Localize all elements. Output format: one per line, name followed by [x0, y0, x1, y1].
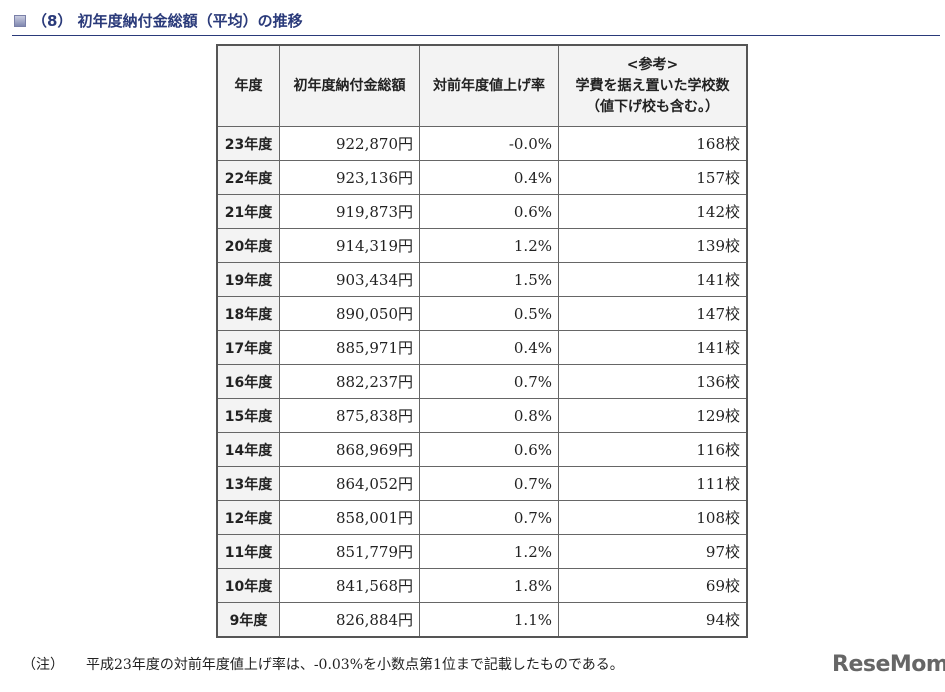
- table-row: 13年度 864,052円 0.7% 111校: [216, 466, 748, 501]
- row-header: 12年度: [216, 500, 280, 535]
- cell: 111校: [558, 466, 748, 501]
- column-header: 年度: [216, 44, 280, 127]
- cell: 0.4%: [419, 160, 559, 195]
- cell: 147校: [558, 296, 748, 331]
- header-row: 年度 初年度納付金総額 対前年度値上げ率 <参考> 学費を据え置いた学校数 （値下げ校も含…: [216, 44, 748, 127]
- table-row: 11年度 851,779円 1.2% 97校: [216, 534, 748, 569]
- cell: 885,971円: [279, 330, 420, 365]
- table-row: 17年度 885,971円 0.4% 141校: [216, 330, 748, 365]
- cell: 116校: [558, 432, 748, 467]
- cell: 0.5%: [419, 296, 559, 331]
- row-header: 16年度: [216, 364, 280, 399]
- table-row: 19年度 903,434円 1.5% 141校: [216, 262, 748, 297]
- table-body: 23年度 922,870円 -0.0% 168校 22年度 923,136円 0.4% 157…: [216, 126, 748, 638]
- table-row: 15年度 875,838円 0.8% 129校: [216, 398, 748, 433]
- cell: 1.1%: [419, 602, 559, 638]
- table-row: 16年度 882,237円 0.7% 136校: [216, 364, 748, 399]
- cell: 108校: [558, 500, 748, 535]
- note-label: （注）: [22, 657, 64, 673]
- cell: -0.0%: [419, 126, 559, 161]
- row-header: 10年度: [216, 568, 280, 603]
- column-header: 対前年度値上げ率: [419, 44, 559, 127]
- header-line: （値下げ校も含む。）: [586, 98, 719, 115]
- cell: 875,838円: [279, 398, 420, 433]
- column-header: 初年度納付金総額: [279, 44, 420, 127]
- cell: 141校: [558, 330, 748, 365]
- table-row: 18年度 890,050円 0.5% 147校: [216, 296, 748, 331]
- row-header: 20年度: [216, 228, 280, 263]
- cell: 0.4%: [419, 330, 559, 365]
- cell: 1.8%: [419, 568, 559, 603]
- column-header: <参考> 学費を据え置いた学校数 （値下げ校も含む。）: [558, 44, 748, 127]
- cell: 97校: [558, 534, 748, 569]
- row-header: 11年度: [216, 534, 280, 569]
- title-text: （8） 初年度納付金総額（平均）の推移: [32, 12, 303, 30]
- cell: 1.2%: [419, 534, 559, 569]
- row-header: 18年度: [216, 296, 280, 331]
- data-table: 年度 初年度納付金総額 対前年度値上げ率 <参考> 学費を据え置いた学校数 （値下げ校も含…: [216, 44, 748, 638]
- row-header: 17年度: [216, 330, 280, 365]
- cell: 868,969円: [279, 432, 420, 467]
- cell: 864,052円: [279, 466, 420, 501]
- header-line: 学費を据え置いた学校数: [575, 77, 730, 94]
- row-header: 21年度: [216, 194, 280, 229]
- cell: 922,870円: [279, 126, 420, 161]
- cell: 142校: [558, 194, 748, 229]
- cell: 129校: [558, 398, 748, 433]
- cell: 168校: [558, 126, 748, 161]
- row-header: 22年度: [216, 160, 280, 195]
- title-icon: [14, 15, 26, 27]
- cell: 851,779円: [279, 534, 420, 569]
- row-header: 13年度: [216, 466, 280, 501]
- note-text: 平成23年度の対前年度値上げ率は、-0.03%を小数点第1位まで記載したものであ…: [86, 657, 624, 673]
- title: （8） 初年度納付金総額（平均）の推移: [14, 10, 303, 31]
- cell: 0.7%: [419, 500, 559, 535]
- table-row: 20年度 914,319円 1.2% 139校: [216, 228, 748, 263]
- table-row: 12年度 858,001円 0.7% 108校: [216, 500, 748, 535]
- row-header: 15年度: [216, 398, 280, 433]
- cell: 0.8%: [419, 398, 559, 433]
- header-line: <参考>: [626, 56, 679, 73]
- cell: 914,319円: [279, 228, 420, 263]
- cell: 94校: [558, 602, 748, 638]
- cell: 139校: [558, 228, 748, 263]
- note: （注） 平成23年度の対前年度値上げ率は、-0.03%を小数点第1位まで記載したも…: [22, 654, 624, 674]
- table-row: 14年度 868,969円 0.6% 116校: [216, 432, 748, 467]
- cell: 157校: [558, 160, 748, 195]
- table-row: 23年度 922,870円 -0.0% 168校: [216, 126, 748, 161]
- cell: 0.7%: [419, 364, 559, 399]
- row-header: 9年度: [216, 602, 280, 638]
- cell: 919,873円: [279, 194, 420, 229]
- cell: 0.6%: [419, 194, 559, 229]
- cell: 826,884円: [279, 602, 420, 638]
- table-row: 22年度 923,136円 0.4% 157校: [216, 160, 748, 195]
- cell: 923,136円: [279, 160, 420, 195]
- cell: 1.2%: [419, 228, 559, 263]
- cell: 858,001円: [279, 500, 420, 535]
- row-header: 23年度: [216, 126, 280, 161]
- cell: 903,434円: [279, 262, 420, 297]
- title-rule: [12, 35, 940, 36]
- cell: 890,050円: [279, 296, 420, 331]
- cell: 141校: [558, 262, 748, 297]
- cell: 841,568円: [279, 568, 420, 603]
- logo: ReseMom: [832, 652, 945, 677]
- cell: 136校: [558, 364, 748, 399]
- table-row: 9年度 826,884円 1.1% 94校: [216, 602, 748, 638]
- table-row: 21年度 919,873円 0.6% 142校: [216, 194, 748, 229]
- row-header: 14年度: [216, 432, 280, 467]
- cell: 0.7%: [419, 466, 559, 501]
- cell: 1.5%: [419, 262, 559, 297]
- table-row: 10年度 841,568円 1.8% 69校: [216, 568, 748, 603]
- cell: 69校: [558, 568, 748, 603]
- cell: 0.6%: [419, 432, 559, 467]
- row-header: 19年度: [216, 262, 280, 297]
- cell: 882,237円: [279, 364, 420, 399]
